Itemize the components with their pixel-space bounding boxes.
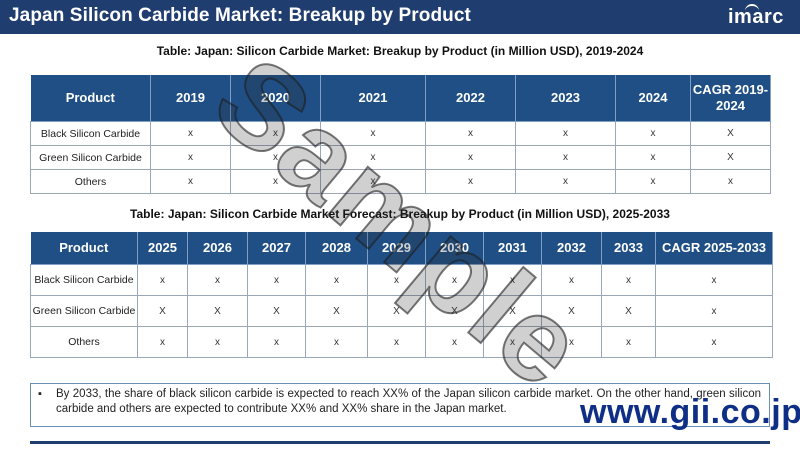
value-cell: X (483, 295, 542, 327)
product-label: Others (30, 326, 138, 358)
column-header-product: Product (30, 75, 151, 122)
value-cell: x (187, 326, 248, 358)
value-cell: x (137, 264, 188, 296)
table2-caption: Table: Japan: Silicon Carbide Market For… (130, 207, 670, 221)
column-header: 2027 (247, 232, 306, 265)
value-cell: X (690, 145, 771, 170)
column-header: 2025 (137, 232, 188, 265)
table-header-row: Product 2025 2026 2027 2028 2029 2030 2031 2032 2… (30, 232, 773, 265)
value-cell: x (320, 169, 426, 194)
column-header: 2022 (425, 75, 516, 122)
column-header: 2028 (305, 232, 368, 265)
product-label: Black Silicon Carbide (30, 264, 138, 296)
value-cell: x (541, 264, 602, 296)
column-header: 2033 (601, 232, 656, 265)
value-cell: x (541, 326, 602, 358)
value-cell: x (320, 121, 426, 146)
table-row: Others x x x x x x x (30, 169, 771, 194)
value-cell: x (425, 145, 516, 170)
value-cell: x (150, 169, 231, 194)
value-cell: x (367, 264, 426, 296)
value-cell: x (425, 264, 484, 296)
value-cell: x (515, 121, 616, 146)
summary-note: ▪ By 2033, the share of black silicon ca… (30, 383, 770, 427)
column-header: 2029 (367, 232, 426, 265)
table-header-row: Product 2019 2020 2021 2022 2023 2024 CAGR 2019… (30, 75, 771, 122)
table1-caption: Table: Japan: Silicon Carbide Market: Br… (156, 44, 644, 58)
historical-table: Product 2019 2020 2021 2022 2023 2024 CAGR 2019… (30, 75, 771, 194)
value-cell: X (690, 121, 771, 146)
logo-arc-icon (745, 4, 759, 14)
value-cell: x (690, 169, 771, 194)
table-row: Others x x x x x x x x x x (30, 326, 773, 358)
value-cell: x (615, 121, 691, 146)
value-cell: x (483, 264, 542, 296)
value-cell: x (483, 326, 542, 358)
value-cell: x (601, 326, 656, 358)
product-label: Black Silicon Carbide (30, 121, 151, 146)
value-cell: X (367, 295, 426, 327)
value-cell: x (655, 264, 773, 296)
column-header: 2026 (187, 232, 248, 265)
value-cell: x (615, 145, 691, 170)
value-cell: x (367, 326, 426, 358)
bullet-icon: ▪ (38, 388, 42, 400)
value-cell: x (230, 145, 321, 170)
column-header: 2024 (615, 75, 691, 122)
value-cell: x (425, 169, 516, 194)
value-cell: X (541, 295, 602, 327)
bottom-divider (30, 441, 770, 444)
value-cell: X (137, 295, 188, 327)
column-header: 2023 (515, 75, 616, 122)
page-title: Japan Silicon Carbide Market: Breakup by… (9, 5, 471, 26)
value-cell: x (247, 264, 306, 296)
column-header: 2031 (483, 232, 542, 265)
column-header-product: Product (30, 232, 138, 265)
product-label: Green Silicon Carbide (30, 295, 138, 327)
value-cell: x (515, 145, 616, 170)
value-cell: X (601, 295, 656, 327)
column-header: CAGR 2019-2024 (690, 75, 771, 122)
column-header: 2021 (320, 75, 426, 122)
product-label: Others (30, 169, 151, 194)
value-cell: x (320, 145, 426, 170)
column-header: 2030 (425, 232, 484, 265)
value-cell: x (150, 145, 231, 170)
value-cell: x (615, 169, 691, 194)
forecast-table: Product 2025 2026 2027 2028 2029 2030 2031 2032 2… (30, 232, 773, 358)
value-cell: X (305, 295, 368, 327)
column-header: 2032 (541, 232, 602, 265)
value-cell: x (150, 121, 231, 146)
value-cell: x (425, 121, 516, 146)
column-header: CAGR 2025-2033 (655, 232, 773, 265)
title-bar: Japan Silicon Carbide Market: Breakup by… (0, 0, 800, 34)
value-cell: x (425, 326, 484, 358)
value-cell: x (230, 169, 321, 194)
value-cell: x (305, 264, 368, 296)
value-cell: x (137, 326, 188, 358)
table-row: Black Silicon Carbide x x x x x x X (30, 121, 771, 146)
value-cell: X (247, 295, 306, 327)
value-cell: x (515, 169, 616, 194)
value-cell: x (655, 295, 773, 327)
column-header: 2019 (150, 75, 231, 122)
site-watermark: www.gii.co.jp (580, 393, 800, 431)
value-cell: x (305, 326, 368, 358)
value-cell: X (425, 295, 484, 327)
product-label: Green Silicon Carbide (30, 145, 151, 170)
value-cell: x (187, 264, 248, 296)
value-cell: x (247, 326, 306, 358)
value-cell: x (601, 264, 656, 296)
note-text: By 2033, the share of black silicon carb… (56, 388, 761, 415)
value-cell: x (655, 326, 773, 358)
column-header: 2020 (230, 75, 321, 122)
value-cell: X (187, 295, 248, 327)
value-cell: x (230, 121, 321, 146)
table-row: Green Silicon Carbide x x x x x x X (30, 145, 771, 170)
table-row: Black Silicon Carbide x x x x x x x x x x (30, 264, 773, 296)
imarc-logo: imarc (728, 6, 784, 28)
